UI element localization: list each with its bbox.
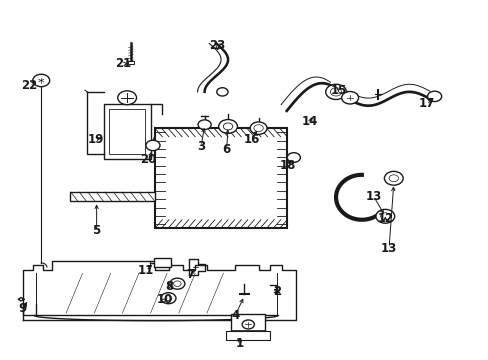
Circle shape <box>384 171 402 185</box>
Text: 1: 1 <box>235 337 244 350</box>
Bar <box>154 258 170 267</box>
Bar <box>128 62 133 64</box>
Text: 8: 8 <box>165 280 173 293</box>
Circle shape <box>330 88 341 96</box>
Circle shape <box>427 91 441 102</box>
Circle shape <box>223 123 232 130</box>
Text: 20: 20 <box>141 153 157 166</box>
Text: 6: 6 <box>222 143 230 156</box>
Circle shape <box>145 140 160 150</box>
Circle shape <box>286 153 300 162</box>
Text: 22: 22 <box>21 79 38 92</box>
Text: 15: 15 <box>329 84 346 96</box>
Bar <box>70 192 155 201</box>
Text: 3: 3 <box>197 140 205 153</box>
Text: 16: 16 <box>243 133 259 146</box>
Circle shape <box>325 84 346 99</box>
Circle shape <box>169 278 184 289</box>
Text: 18: 18 <box>279 159 295 172</box>
Circle shape <box>218 120 237 133</box>
Circle shape <box>165 296 171 301</box>
Text: 23: 23 <box>209 39 225 52</box>
Bar <box>225 331 270 340</box>
Circle shape <box>173 281 181 287</box>
Circle shape <box>341 91 358 104</box>
Bar <box>103 104 150 159</box>
Circle shape <box>242 320 254 329</box>
Text: 2: 2 <box>273 285 281 298</box>
Circle shape <box>388 175 398 182</box>
Text: 9: 9 <box>19 302 27 315</box>
Text: 13: 13 <box>365 190 381 203</box>
Circle shape <box>216 88 227 96</box>
Text: 10: 10 <box>156 293 172 306</box>
Text: 7: 7 <box>186 267 194 280</box>
Text: 4: 4 <box>230 309 239 322</box>
Circle shape <box>253 125 263 132</box>
Circle shape <box>198 120 211 130</box>
Text: 11: 11 <box>138 264 154 277</box>
Text: 12: 12 <box>376 212 393 225</box>
Circle shape <box>161 293 176 304</box>
Circle shape <box>250 122 266 134</box>
Circle shape <box>33 74 50 87</box>
Text: 14: 14 <box>302 116 318 129</box>
Bar <box>231 314 264 336</box>
Text: 13: 13 <box>380 242 396 255</box>
Text: 19: 19 <box>87 133 103 146</box>
Text: 5: 5 <box>92 224 101 237</box>
Text: 17: 17 <box>418 98 434 111</box>
Bar <box>109 109 144 154</box>
Bar <box>155 128 286 228</box>
Circle shape <box>380 213 389 220</box>
Circle shape <box>375 210 394 223</box>
Text: 21: 21 <box>115 57 131 70</box>
Circle shape <box>118 91 136 105</box>
